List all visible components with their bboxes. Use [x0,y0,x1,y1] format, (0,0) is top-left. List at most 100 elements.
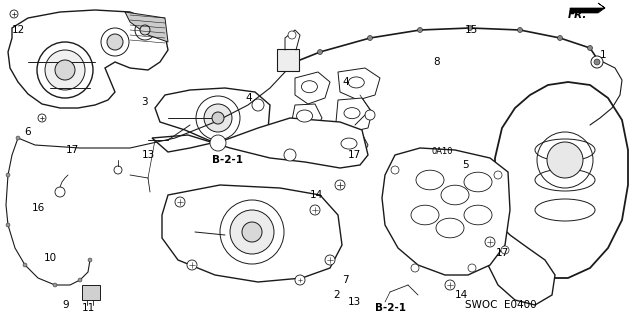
Circle shape [230,210,274,254]
Circle shape [212,112,224,124]
Polygon shape [495,82,628,278]
Ellipse shape [436,218,464,238]
Text: 7: 7 [342,275,349,285]
Circle shape [187,260,197,270]
Text: 17: 17 [348,150,361,160]
Circle shape [252,99,264,111]
Text: 13: 13 [348,297,361,307]
Ellipse shape [344,108,360,119]
Polygon shape [338,68,380,100]
Circle shape [242,222,262,242]
Circle shape [547,142,583,178]
Polygon shape [336,98,372,132]
Circle shape [220,200,284,264]
Circle shape [365,110,375,120]
Circle shape [335,180,345,190]
Circle shape [88,258,92,262]
Circle shape [295,275,305,285]
Circle shape [411,264,419,272]
Circle shape [325,255,335,265]
Circle shape [204,104,232,132]
Text: 12: 12 [12,25,25,35]
Ellipse shape [301,81,317,93]
Ellipse shape [441,185,469,205]
Text: 14: 14 [310,190,323,200]
Text: 4: 4 [245,93,252,103]
Circle shape [467,26,472,31]
Circle shape [537,132,593,188]
Ellipse shape [341,138,357,149]
Text: B-2-1: B-2-1 [212,155,243,165]
Text: 16: 16 [32,203,45,213]
Text: 13: 13 [141,150,155,160]
Text: 6: 6 [25,127,31,137]
Text: 8: 8 [433,57,440,67]
Circle shape [210,135,226,151]
Ellipse shape [411,205,439,225]
Circle shape [37,42,93,98]
Circle shape [518,27,522,33]
Polygon shape [382,148,510,275]
Ellipse shape [464,172,492,192]
Circle shape [494,171,502,179]
Circle shape [55,60,75,80]
Circle shape [107,34,123,50]
Text: B-2-1: B-2-1 [375,303,406,313]
Text: FR.: FR. [568,10,588,20]
Text: 5: 5 [462,160,468,170]
Circle shape [468,264,476,272]
Text: 4: 4 [342,77,349,87]
Polygon shape [155,88,270,145]
Circle shape [78,278,82,282]
Circle shape [284,149,296,161]
Circle shape [367,35,372,41]
Polygon shape [482,220,555,305]
Ellipse shape [416,170,444,190]
Text: SWOC  E0400: SWOC E0400 [465,300,536,310]
Polygon shape [162,185,342,282]
Polygon shape [125,12,168,42]
Circle shape [135,20,155,40]
Polygon shape [152,118,368,168]
Circle shape [10,10,18,18]
Circle shape [55,187,65,197]
Circle shape [6,173,10,177]
Circle shape [175,197,185,207]
Text: 15: 15 [465,25,478,35]
Text: 11: 11 [81,303,95,313]
Circle shape [501,246,509,254]
Ellipse shape [348,77,364,88]
FancyBboxPatch shape [277,49,299,71]
Circle shape [45,50,85,90]
Circle shape [6,223,10,227]
Circle shape [140,25,150,35]
Text: 2: 2 [333,290,340,300]
Text: 10: 10 [44,253,56,263]
Circle shape [557,35,563,41]
Circle shape [591,56,603,68]
Circle shape [445,280,455,290]
Text: 9: 9 [62,300,68,310]
Ellipse shape [296,110,312,122]
Circle shape [23,263,27,267]
Text: 0A10: 0A10 [432,147,454,157]
Text: 17: 17 [65,145,79,155]
Circle shape [196,96,240,140]
Circle shape [317,49,323,55]
Text: 17: 17 [496,248,509,258]
Circle shape [288,31,296,39]
Circle shape [38,114,46,122]
Circle shape [588,46,593,50]
Circle shape [53,283,57,287]
Text: 14: 14 [455,290,468,300]
Text: 3: 3 [141,97,148,107]
Circle shape [16,136,20,140]
Polygon shape [82,285,100,300]
Circle shape [114,166,122,174]
Polygon shape [8,10,168,108]
Polygon shape [292,104,322,130]
Polygon shape [570,3,605,13]
Polygon shape [335,130,368,160]
Circle shape [101,28,129,56]
Circle shape [391,166,399,174]
